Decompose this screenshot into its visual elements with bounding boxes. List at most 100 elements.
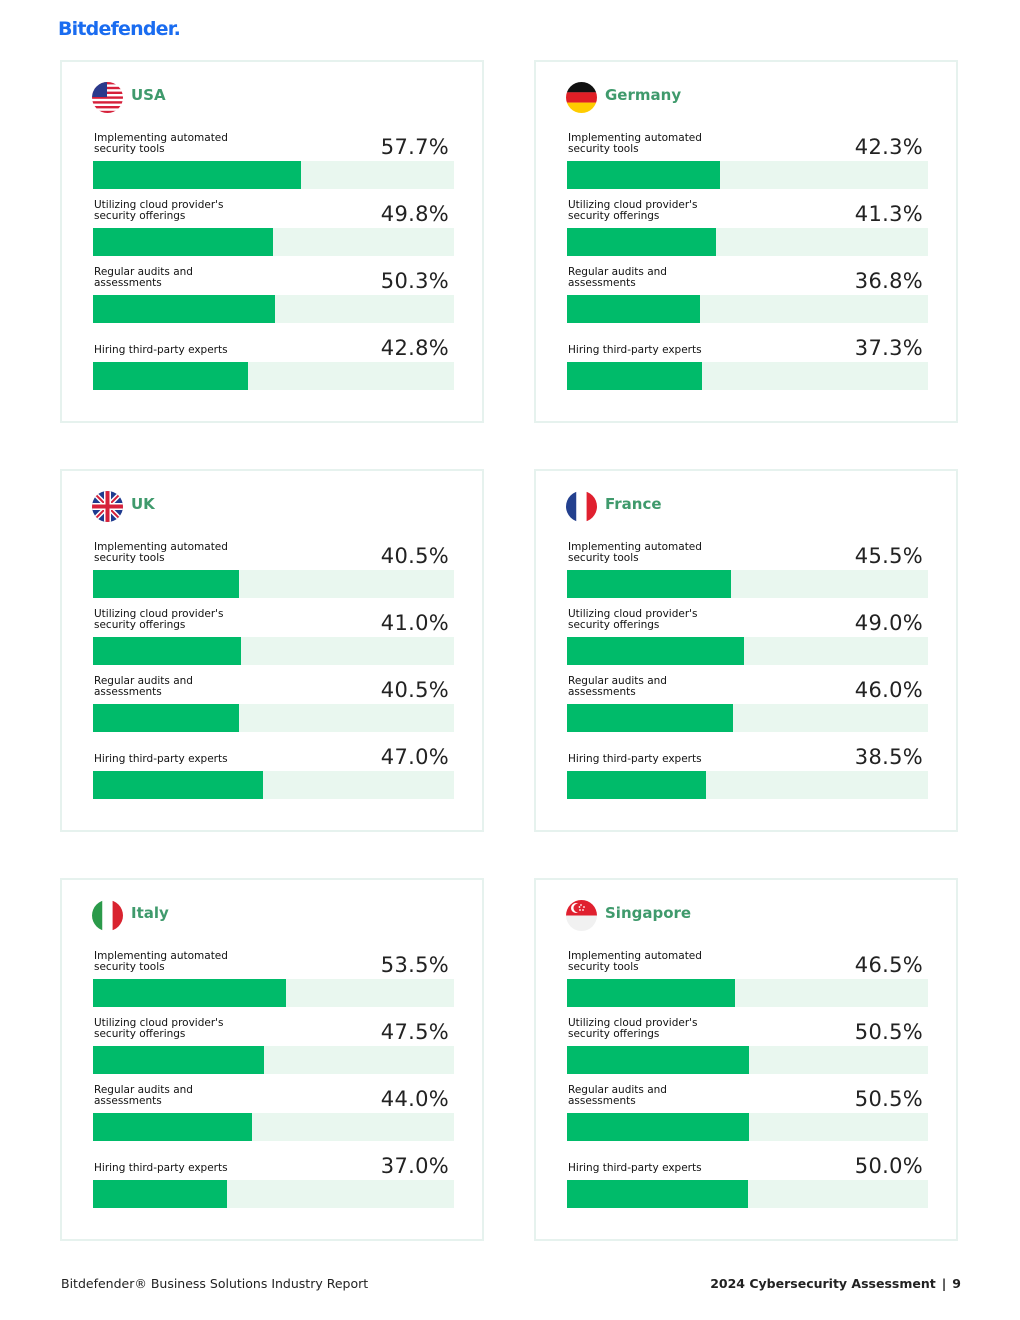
category-label: Implementing automated security tools bbox=[568, 541, 702, 564]
category-label: Regular audits and assessments bbox=[568, 266, 667, 289]
footer-report-name: Bitdefender® Business Solutions Industry… bbox=[61, 1276, 369, 1291]
bar-row: Regular audits and assessments 50.3% bbox=[93, 263, 454, 323]
bar-row: Regular audits and assessments 40.5% bbox=[93, 672, 454, 732]
bar-track bbox=[93, 228, 454, 256]
bitdefender-logo: Bitdefender. bbox=[58, 18, 181, 40]
bar bbox=[93, 1113, 252, 1141]
category-label: Regular audits and assessments bbox=[94, 1084, 193, 1107]
bar bbox=[567, 362, 702, 390]
bar bbox=[93, 295, 275, 323]
value-label: 50.5% bbox=[854, 1087, 923, 1111]
bar-track bbox=[93, 1113, 454, 1141]
value-label: 40.5% bbox=[380, 678, 449, 702]
bar bbox=[93, 979, 287, 1007]
bar-row: Hiring third-party experts 37.3% bbox=[567, 330, 928, 390]
value-label: 57.7% bbox=[380, 135, 449, 159]
bar bbox=[93, 637, 241, 665]
category-label: Hiring third-party experts bbox=[568, 1162, 702, 1174]
category-label: Hiring third-party experts bbox=[568, 753, 702, 765]
bar bbox=[93, 570, 240, 598]
bar bbox=[567, 1180, 748, 1208]
bar-track bbox=[567, 1180, 928, 1208]
bar-track bbox=[567, 228, 928, 256]
chart-panel-germany: Germany Implementing automated security t… bbox=[534, 60, 958, 423]
chart-title: Germany bbox=[605, 86, 682, 104]
category-label: Regular audits and assessments bbox=[94, 266, 193, 289]
category-label: Regular audits and assessments bbox=[568, 1084, 667, 1107]
bar-track bbox=[567, 1113, 928, 1141]
chart-panel-uk: UK Implementing automated security tools 4… bbox=[60, 469, 484, 832]
bar bbox=[93, 161, 302, 189]
chart-title: France bbox=[605, 495, 662, 513]
chart-title: USA bbox=[131, 86, 166, 104]
value-label: 46.5% bbox=[854, 953, 923, 977]
category-label: Utilizing cloud provider's security offe… bbox=[94, 199, 224, 222]
value-label: 42.8% bbox=[380, 336, 449, 360]
bar bbox=[93, 1180, 227, 1208]
bar-row: Hiring third-party experts 42.8% bbox=[93, 330, 454, 390]
footer-separator: | bbox=[941, 1276, 947, 1291]
bar-row: Regular audits and assessments 36.8% bbox=[567, 263, 928, 323]
value-label: 40.5% bbox=[380, 544, 449, 568]
bar-track bbox=[93, 1180, 454, 1208]
bar-row: Utilizing cloud provider's security offe… bbox=[93, 605, 454, 665]
value-label: 50.0% bbox=[854, 1154, 923, 1178]
bar-row: Implementing automated security tools 57.… bbox=[93, 129, 454, 189]
footer-report-title: 2024 Cybersecurity Assessment bbox=[710, 1276, 936, 1291]
value-label: 37.0% bbox=[380, 1154, 449, 1178]
bar-track bbox=[93, 704, 454, 732]
value-label: 53.5% bbox=[380, 953, 449, 977]
bar bbox=[93, 228, 273, 256]
singapore-flag-icon bbox=[566, 900, 597, 931]
bar-row: Hiring third-party experts 47.0% bbox=[93, 739, 454, 799]
category-label: Implementing automated security tools bbox=[94, 541, 228, 564]
value-label: 47.5% bbox=[380, 1020, 449, 1044]
page-number: 9 bbox=[952, 1276, 961, 1291]
germany-flag-icon bbox=[566, 82, 597, 113]
category-label: Utilizing cloud provider's security offe… bbox=[568, 608, 698, 631]
bar-track bbox=[93, 637, 454, 665]
france-flag-icon bbox=[566, 491, 597, 522]
bar-track bbox=[567, 295, 928, 323]
bar-track bbox=[567, 704, 928, 732]
usa-flag-icon bbox=[92, 82, 123, 113]
bar-track bbox=[567, 161, 928, 189]
chart-title: Singapore bbox=[605, 904, 692, 922]
category-label: Regular audits and assessments bbox=[568, 675, 667, 698]
bar-row: Utilizing cloud provider's security offe… bbox=[567, 605, 928, 665]
bar-row: Implementing automated security tools 45.… bbox=[567, 538, 928, 598]
chart-title: UK bbox=[131, 495, 155, 513]
category-label: Utilizing cloud provider's security offe… bbox=[568, 1017, 698, 1040]
category-label: Utilizing cloud provider's security offe… bbox=[94, 1017, 224, 1040]
bar-track bbox=[567, 570, 928, 598]
bar-track bbox=[93, 570, 454, 598]
value-label: 49.8% bbox=[380, 202, 449, 226]
value-label: 47.0% bbox=[380, 745, 449, 769]
category-label: Implementing automated security tools bbox=[568, 132, 702, 155]
bar bbox=[93, 1046, 265, 1074]
bar bbox=[567, 637, 744, 665]
chart-panel-italy: Italy Implementing automated security too… bbox=[60, 878, 484, 1241]
category-label: Implementing automated security tools bbox=[94, 132, 228, 155]
footer-page-info: 2024 Cybersecurity Assessment | 9 bbox=[710, 1276, 961, 1291]
bar bbox=[567, 1046, 750, 1074]
bar bbox=[567, 161, 720, 189]
bar-row: Regular audits and assessments 44.0% bbox=[93, 1081, 454, 1141]
category-label: Hiring third-party experts bbox=[568, 344, 702, 356]
category-label: Utilizing cloud provider's security offe… bbox=[94, 608, 224, 631]
bar bbox=[567, 704, 734, 732]
bar-track bbox=[93, 771, 454, 799]
category-label: Regular audits and assessments bbox=[94, 675, 193, 698]
bar-track bbox=[567, 979, 928, 1007]
italy-flag-icon bbox=[92, 900, 123, 931]
bar-row: Regular audits and assessments 50.5% bbox=[567, 1081, 928, 1141]
value-label: 36.8% bbox=[854, 269, 923, 293]
bar-track bbox=[93, 1046, 454, 1074]
value-label: 37.3% bbox=[854, 336, 923, 360]
value-label: 38.5% bbox=[854, 745, 923, 769]
uk-flag-icon bbox=[92, 491, 123, 522]
value-label: 44.0% bbox=[380, 1087, 449, 1111]
bar-track bbox=[567, 1046, 928, 1074]
bar bbox=[567, 570, 732, 598]
bar-row: Hiring third-party experts 50.0% bbox=[567, 1148, 928, 1208]
